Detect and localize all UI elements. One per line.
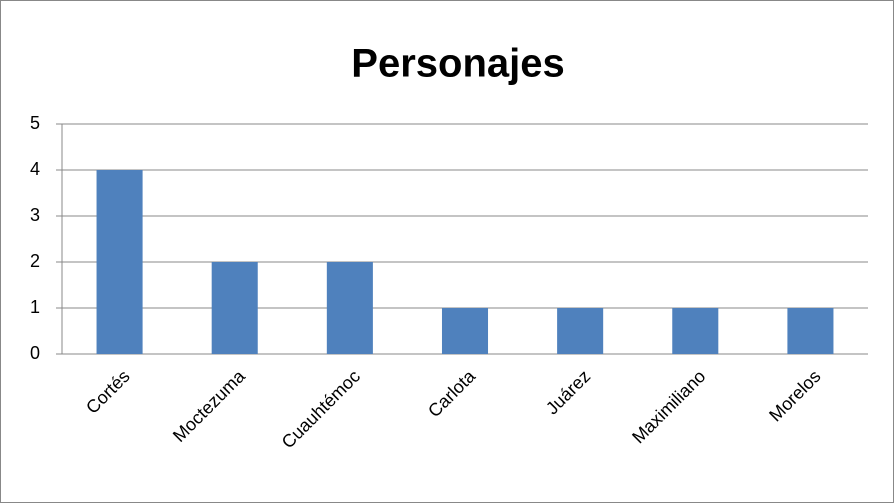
bar — [326, 262, 373, 354]
y-tick-label: 2 — [30, 251, 40, 271]
chart-title: Personajes — [351, 42, 564, 86]
y-tick-label: 3 — [30, 205, 40, 225]
y-tick-label: 1 — [30, 297, 40, 317]
bar — [211, 262, 258, 354]
bar — [557, 308, 604, 354]
y-tick-label: 0 — [30, 343, 40, 363]
bar — [96, 170, 143, 354]
bar — [787, 308, 834, 354]
y-tick-label: 4 — [30, 159, 40, 179]
bar — [672, 308, 719, 354]
y-tick-label: 5 — [30, 113, 40, 133]
bar — [441, 308, 489, 354]
